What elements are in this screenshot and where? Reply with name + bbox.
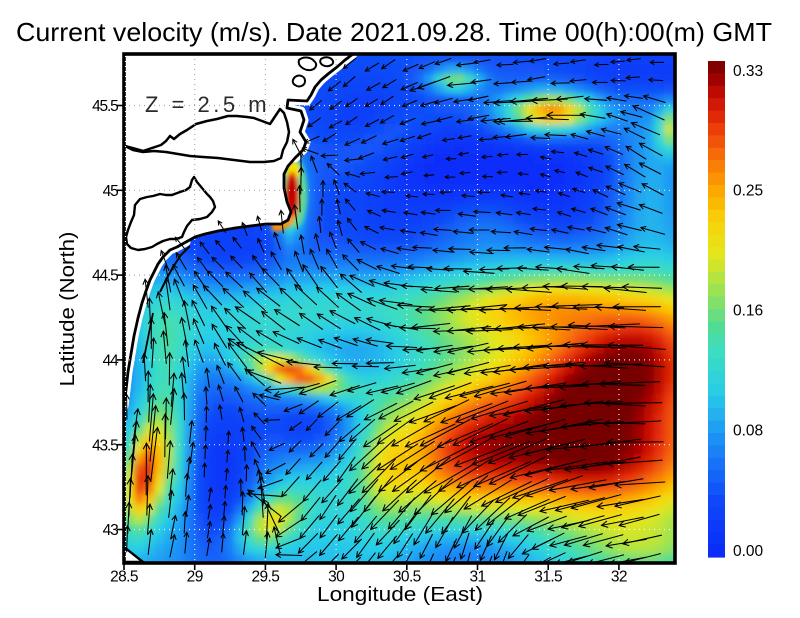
- svg-text:44.5: 44.5: [92, 268, 118, 285]
- svg-text:43.5: 43.5: [92, 437, 118, 454]
- svg-text:28.5: 28.5: [110, 569, 138, 586]
- svg-text:0.00: 0.00: [733, 543, 764, 560]
- svg-text:0.33: 0.33: [733, 63, 763, 80]
- svg-text:45.5: 45.5: [92, 98, 118, 115]
- svg-text:31: 31: [469, 569, 485, 586]
- svg-text:Z = 2.5 m: Z = 2.5 m: [145, 92, 270, 117]
- svg-text:Current velocity (m/s). Date 2: Current velocity (m/s). Date 2021.09.28.…: [16, 17, 772, 47]
- svg-text:0.08: 0.08: [733, 422, 763, 439]
- svg-text:29: 29: [187, 569, 203, 586]
- svg-text:43: 43: [103, 522, 118, 539]
- svg-text:0.16: 0.16: [733, 302, 763, 319]
- svg-text:Longitude (East): Longitude (East): [317, 583, 483, 606]
- svg-text:44: 44: [103, 353, 119, 370]
- svg-text:32: 32: [611, 569, 627, 586]
- svg-text:45: 45: [103, 183, 118, 200]
- svg-text:Latitude (North): Latitude (North): [56, 231, 79, 386]
- svg-text:0.25: 0.25: [733, 182, 763, 199]
- svg-text:30.5: 30.5: [393, 569, 421, 586]
- svg-text:31.5: 31.5: [534, 569, 562, 586]
- svg-text:30: 30: [328, 569, 345, 586]
- svg-text:29.5: 29.5: [252, 569, 280, 586]
